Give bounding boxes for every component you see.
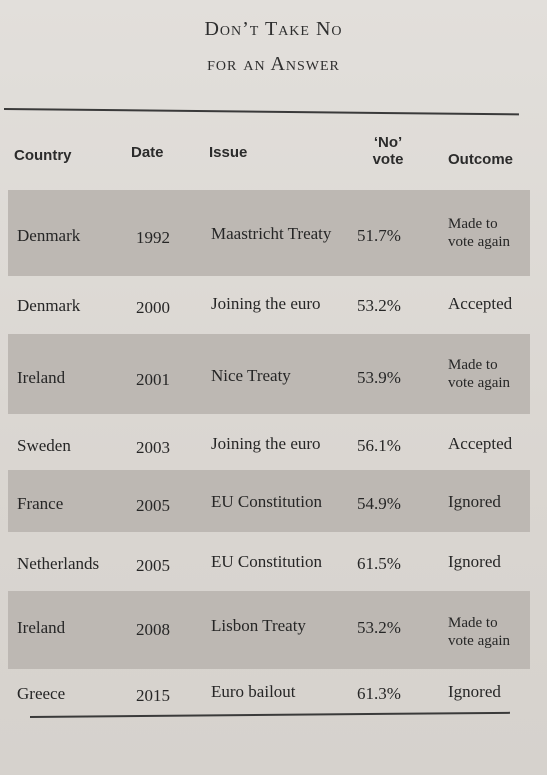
cell-country: Greece: [17, 684, 66, 703]
cell-no-vote: 61.5%: [357, 554, 401, 573]
cell-no-vote: 56.1%: [357, 436, 401, 455]
cell-issue: Euro bailout: [211, 682, 296, 701]
cell-no-vote: 51.7%: [357, 226, 401, 245]
cell-date: 2008: [136, 620, 170, 639]
cell-country: Ireland: [17, 368, 66, 387]
cell-issue: Maastricht Treaty: [211, 224, 332, 243]
header-outcome: Outcome: [448, 151, 514, 168]
cell-outcome: Ignored: [448, 552, 501, 571]
cell-date: 2005: [136, 496, 170, 515]
header-country: Country: [14, 147, 72, 164]
cell-date: 2015: [136, 686, 170, 705]
row-shading: [8, 591, 530, 669]
bottom-rule: [29, 711, 510, 718]
cell-outcome: Made to vote again: [448, 357, 511, 391]
cell-issue: Nice Treaty: [211, 366, 291, 385]
top-rule: [3, 108, 519, 116]
cell-date: 2003: [136, 438, 170, 457]
cell-outcome: Made to vote again: [448, 615, 511, 649]
cell-country: Denmark: [17, 296, 81, 315]
cell-country: Denmark: [17, 226, 81, 245]
cell-no-vote: 54.9%: [357, 494, 401, 513]
row-shading: [8, 190, 530, 276]
page-subtitle: for an Answer: [207, 53, 340, 75]
cell-issue: Joining the euro: [211, 434, 321, 453]
cell-no-vote: 61.3%: [357, 684, 401, 703]
cell-country: Netherlands: [17, 554, 100, 573]
cell-outcome: Accepted: [448, 294, 513, 313]
cell-country: Ireland: [17, 618, 66, 637]
row-shading: [8, 470, 530, 532]
cell-outcome: Accepted: [448, 434, 513, 453]
page-title: Don’t Take No: [204, 18, 343, 40]
cell-country: Sweden: [17, 436, 71, 455]
cell-issue: Joining the euro: [211, 294, 321, 313]
cell-date: 2005: [136, 556, 170, 575]
header-no-vote: ‘No’ vote: [372, 134, 404, 168]
cell-outcome: Ignored: [448, 492, 501, 511]
row-shading: [8, 334, 530, 414]
cell-date: 1992: [136, 228, 170, 247]
cell-outcome: Ignored: [448, 682, 501, 701]
header-date: Date: [131, 144, 164, 161]
cell-date: 2000: [136, 298, 170, 317]
cell-no-vote: 53.2%: [357, 296, 401, 315]
cell-outcome: Made to vote again: [448, 216, 511, 250]
cell-no-vote: 53.2%: [357, 618, 401, 637]
cell-no-vote: 53.9%: [357, 368, 401, 387]
cell-date: 2001: [136, 370, 170, 389]
cell-country: France: [17, 494, 64, 513]
cell-issue: EU Constitution: [211, 492, 322, 511]
header-issue: Issue: [209, 144, 248, 161]
cell-issue: Lisbon Treaty: [211, 616, 306, 635]
cell-issue: EU Constitution: [211, 552, 322, 571]
